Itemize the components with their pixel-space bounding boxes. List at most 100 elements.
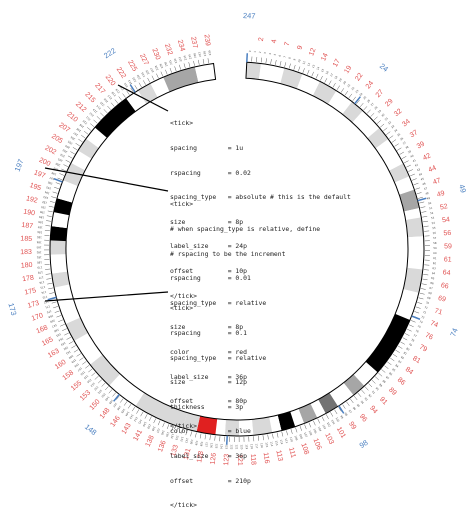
tick-mark — [66, 160, 70, 162]
tick-mark — [271, 59, 272, 64]
tick-mark — [364, 106, 367, 110]
tick-number: 228 — [154, 65, 160, 71]
tick-number: 238 — [202, 51, 207, 57]
tick-number: 14 — [315, 66, 320, 71]
code-line: <tick> — [170, 200, 320, 208]
tick-mark — [400, 152, 404, 155]
tick-mark — [152, 76, 154, 80]
tick-number: 28 — [373, 105, 378, 110]
tick-mark — [387, 362, 391, 365]
tick-number: 35 — [396, 132, 401, 137]
tick-number: 82 — [400, 355, 405, 360]
relative-tick-label: 49 — [436, 190, 445, 199]
tick-mark — [420, 293, 425, 294]
tick-number: 34 — [393, 128, 398, 133]
relative-tick-label: 39 — [416, 141, 426, 151]
tick-mark — [203, 59, 204, 64]
tick-number: 140 — [142, 421, 148, 428]
tick-number: 17 — [329, 72, 334, 77]
tick-number: 163 — [60, 341, 67, 347]
tick-mark — [79, 358, 83, 361]
relative-tick-label: 113 — [274, 450, 283, 462]
tick-mark — [418, 197, 423, 198]
tick-mark — [384, 366, 388, 369]
tick-mark — [139, 83, 142, 87]
tick-number: 224 — [135, 74, 141, 81]
tick-mark — [68, 156, 72, 158]
absolute-tick-label: 173 — [6, 302, 18, 316]
tick-number: 173 — [42, 295, 48, 300]
tick-mark — [325, 78, 327, 82]
tick-mark — [386, 132, 390, 135]
relative-tick-label: 190 — [23, 209, 36, 218]
tick-mark — [78, 139, 82, 142]
tick-number: 229 — [158, 63, 164, 69]
relative-tick-label: 232 — [163, 43, 173, 56]
tick-mark — [58, 178, 63, 180]
tick-mark — [161, 72, 163, 77]
tick-number: 31 — [384, 116, 389, 121]
tick-number: 73 — [421, 315, 426, 320]
absolute-tick-label: 247 — [243, 11, 256, 21]
tick-mark — [141, 412, 143, 416]
tick-number: 13 — [311, 64, 316, 69]
tick-number: 64 — [432, 271, 436, 275]
tick-number: 174 — [41, 290, 47, 295]
code-line: <tick> — [170, 304, 266, 312]
relative-tick-label: 227 — [138, 53, 149, 67]
tick-mark — [421, 288, 426, 289]
tick-number: 177 — [38, 275, 44, 280]
tick-number: 51 — [429, 206, 433, 211]
tick-mark — [275, 60, 276, 65]
tick-mark — [419, 298, 424, 299]
tick-mark — [82, 361, 86, 364]
tick-mark — [298, 67, 300, 72]
tick-mark — [143, 80, 145, 84]
tick-mark — [158, 421, 160, 426]
tick-number: 167 — [51, 323, 57, 329]
tick-number: 201 — [57, 157, 64, 163]
tick-number: 93 — [364, 396, 369, 401]
tick-number: 195 — [45, 185, 51, 190]
code-line: # when spacing_type is relative, define — [170, 225, 320, 233]
tick-number: 26 — [366, 98, 371, 103]
tick-number: 92 — [367, 393, 372, 398]
tick-mark — [371, 113, 375, 117]
tick-number: 9 — [292, 58, 296, 61]
tick-mark — [135, 85, 138, 89]
code-line: offset = 210p — [170, 477, 266, 485]
tick-number: 29 — [377, 109, 382, 114]
relative-tick-label: 108 — [299, 442, 309, 455]
tick-number: 190 — [39, 210, 45, 215]
tick-mark — [423, 274, 428, 275]
tick-number: 178 — [37, 270, 43, 275]
relative-tick-label: 47 — [432, 177, 442, 186]
tick-mark — [405, 333, 409, 335]
tick-mark — [107, 106, 110, 110]
tick-mark — [424, 270, 429, 271]
tick-number: 60 — [433, 251, 437, 255]
relative-tick-label: 64 — [442, 269, 451, 277]
tick-number: 21 — [346, 83, 351, 88]
tick-number: 46 — [422, 181, 427, 186]
tick-mark — [47, 283, 52, 284]
tick-mark — [374, 117, 378, 120]
tick-mark — [307, 70, 309, 75]
tick-number: 22 — [350, 86, 355, 91]
tick-number: 61 — [433, 256, 437, 260]
tick-mark — [261, 58, 262, 63]
tick-number: 181 — [36, 255, 41, 259]
relative-tick-label: 29 — [384, 98, 395, 109]
tick-mark — [349, 94, 352, 98]
absolute-tick-label: 74 — [448, 327, 459, 338]
ideogram-band — [246, 62, 261, 79]
tick-mark — [423, 279, 428, 280]
tick-number: 10 — [297, 58, 302, 63]
relative-tick-label: 76 — [424, 332, 434, 342]
tick-mark — [390, 358, 394, 361]
tick-number: 70 — [425, 300, 430, 305]
tick-number: 58 — [433, 241, 437, 245]
relative-tick-label: 2 — [258, 37, 265, 42]
tick-mark — [64, 333, 68, 335]
tick-number: 76 — [415, 329, 420, 334]
